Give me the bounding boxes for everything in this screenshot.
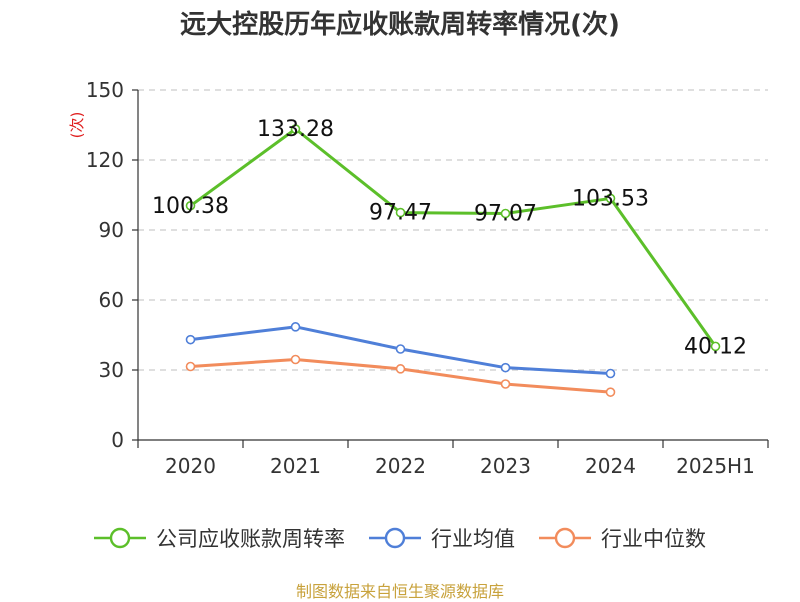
- x-tick-label: 2020: [165, 454, 216, 478]
- data-point: [395, 344, 406, 354]
- x-tick-label: 2024: [585, 454, 636, 478]
- data-point: [185, 361, 196, 372]
- axes: 0 30 60 90 120 150(次) 2020 2021 2022 2023 2024 2025…: [68, 78, 769, 478]
- x-tick-label: 2021: [270, 454, 321, 478]
- data-label: 97.07: [474, 202, 537, 227]
- series-line-0: [189, 127, 717, 348]
- data-label: 97.47: [369, 201, 432, 226]
- data-point: [290, 354, 301, 365]
- data-point: [605, 368, 616, 379]
- data-point: [290, 322, 301, 332]
- legend-label: 行业均值: [431, 527, 515, 551]
- data-point: [710, 341, 721, 352]
- y-tick-label: 120: [86, 148, 124, 172]
- data-point: [185, 334, 196, 345]
- legend-swatch-marker: [384, 527, 406, 549]
- grid-lines: [138, 89, 768, 371]
- series-lines: [185, 124, 721, 397]
- data-point: [395, 207, 406, 218]
- data-point: [290, 124, 301, 134]
- data-point: [605, 193, 616, 204]
- data-point: [395, 364, 406, 374]
- data-point: [500, 379, 511, 389]
- x-tick-label: 2025H1: [676, 454, 755, 478]
- chart-title: 远大控股历年应收账款周转率情况(次): [180, 10, 620, 40]
- legend: 公司应收账款周转率 行业均值 行业中位数: [94, 527, 706, 551]
- data-point: [605, 387, 616, 397]
- x-tick-label: 2023: [480, 454, 531, 478]
- y-tick-label: 30: [99, 358, 124, 382]
- y-axis-label: (次): [68, 112, 86, 139]
- data-point: [500, 362, 511, 373]
- legend-swatch-marker: [554, 527, 576, 549]
- source-note: 制图数据来自恒生聚源数据库: [295, 582, 504, 601]
- y-tick-label: 0: [111, 428, 124, 452]
- y-tick-label: 90: [99, 218, 124, 242]
- legend-label: 公司应收账款周转率: [156, 527, 345, 551]
- y-tick-label: 60: [99, 288, 124, 312]
- x-tick-label: 2022: [375, 454, 426, 478]
- data-point: [500, 208, 511, 219]
- data-label: 133.28: [257, 117, 334, 142]
- data-point: [185, 200, 196, 211]
- legend-label: 行业中位数: [601, 527, 706, 551]
- data-label: 40.12: [684, 334, 747, 359]
- legend-swatch-marker: [109, 527, 131, 549]
- data-label: 100.38: [152, 194, 229, 219]
- y-tick-label: 150: [86, 78, 124, 102]
- data-label: 103.53: [572, 186, 649, 211]
- data-labels: 100.38 133.28 97.47 97.07 103.53 40.12: [152, 117, 747, 359]
